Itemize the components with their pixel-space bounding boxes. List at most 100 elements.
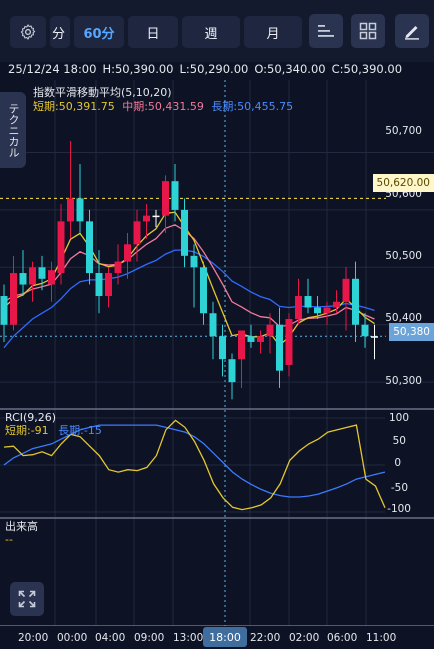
timeframe-partial[interactable]: 分 [50, 16, 70, 48]
chart-grid [0, 80, 434, 626]
timeframe-60min[interactable]: 60分 [74, 16, 124, 48]
ma-short-value: 短期:50,391.75 [33, 100, 115, 113]
candle-body [352, 278, 359, 325]
price-label: 50,500 [385, 250, 422, 262]
technical-tab[interactable]: テクニカル [0, 92, 26, 168]
ma-mid-value: 中期:50,431.59 [122, 100, 204, 113]
ma-values: 短期:50,391.75 中期:50,431.59 長期:50,455.75 [33, 100, 293, 113]
time-label: 22:00 [250, 632, 281, 644]
timeframe-week[interactable]: 週 [182, 16, 240, 48]
pencil-icon [405, 26, 419, 40]
time-label: 20:00 [18, 632, 49, 644]
candle-body [29, 267, 36, 285]
candle-body [247, 336, 255, 342]
candle-body [0, 296, 8, 325]
ema-short-line [3, 211, 375, 347]
ohlc-open: O:50,340.00 [254, 62, 326, 76]
chart-area[interactable] [0, 80, 434, 626]
gear-icon [20, 24, 36, 40]
candle-body [209, 313, 217, 337]
time-label: 06:00 [327, 632, 358, 644]
candle-body [181, 209, 188, 256]
indicator-list-button[interactable] [309, 14, 343, 48]
reference-lines [0, 80, 386, 626]
settings-button[interactable] [10, 16, 46, 48]
candle-body [38, 267, 46, 279]
candle-body [19, 273, 27, 285]
rci-long-value: 長期:-15 [58, 424, 102, 437]
technical-tab-label: テクニカル [7, 102, 20, 158]
time-label: 13:00 [173, 632, 204, 644]
expand-icon [18, 590, 36, 608]
candle-body [276, 324, 283, 371]
candle-body [105, 273, 112, 297]
candle-body [95, 273, 103, 297]
crosshair-time-badge: 18:00 [203, 627, 247, 647]
candle-body [57, 221, 65, 274]
candle-body [133, 221, 141, 245]
candle-body [114, 261, 122, 274]
candles [0, 140, 378, 400]
rci-axis-label: 50 [392, 435, 406, 447]
candle-body [10, 273, 17, 325]
candle-body [86, 221, 93, 274]
rci-axis-label: 0 [394, 457, 401, 469]
time-label: 00:00 [57, 632, 88, 644]
candle-body [238, 330, 245, 360]
candle-body [162, 181, 169, 216]
rci-values: 短期:-91 長期:-15 [5, 424, 102, 437]
rci-axis-label: -50 [390, 482, 408, 494]
price-marker-gold: 50,620.00 [372, 174, 434, 192]
candle-body [342, 278, 350, 302]
candle-body [171, 181, 179, 210]
timeframe-month[interactable]: 月 [244, 16, 302, 48]
ma-title: 指数平滑移動平均(5,10,20) [33, 86, 172, 99]
volume-value: -- [5, 533, 13, 546]
ohlc-low: L:50,290.00 [179, 62, 249, 76]
timeframe-group: 分 60分 日 週 月 [10, 16, 306, 48]
candle-body [266, 324, 274, 337]
candle-body [67, 198, 74, 222]
fullscreen-button[interactable] [10, 582, 44, 616]
candle-body [371, 336, 378, 338]
ohlc-readout: 25/12/24 18:00 H:50,390.00 L:50,290.00 O:50… [8, 62, 408, 76]
candle-body [190, 255, 198, 268]
timeframe-day[interactable]: 日 [128, 16, 178, 48]
candle-body [219, 336, 226, 360]
ohlc-close: C:50,390.00 [331, 62, 403, 76]
ohlc-high: H:50,390.00 [102, 62, 174, 76]
toolbar: 分 60分 日 週 月 [0, 0, 434, 62]
candle-body [143, 215, 150, 222]
price-marker-current: 50,380 [389, 323, 434, 341]
draw-button[interactable] [395, 14, 429, 48]
ema-mid-line [3, 224, 375, 328]
rci-long-line [3, 424, 386, 498]
candle-body [361, 324, 369, 337]
time-label: 09:00 [134, 632, 165, 644]
rci-lines [3, 419, 386, 511]
grid-icon [359, 22, 377, 40]
ema-lines [3, 211, 375, 349]
list-icon [318, 25, 334, 37]
candle-body [304, 296, 312, 308]
time-label: 11:00 [366, 632, 397, 644]
price-label: 50,300 [385, 375, 422, 387]
candle-body [323, 307, 331, 314]
candle-body [295, 296, 302, 319]
candle-body [124, 244, 131, 262]
candle-body [285, 318, 293, 365]
price-label: 50,700 [385, 125, 422, 137]
layout-button[interactable] [351, 14, 385, 48]
price-label: 50,400 [385, 312, 422, 324]
ma-long-value: 長期:50,455.75 [211, 100, 294, 113]
candle-body [200, 267, 207, 314]
candle-body [257, 336, 264, 342]
ohlc-datetime: 25/12/24 18:00 [8, 62, 97, 76]
candle-body [314, 307, 321, 314]
time-label: 02:00 [289, 632, 320, 644]
candle-body [48, 270, 55, 285]
candle-body [333, 301, 340, 308]
volume-title: 出来高 [5, 520, 38, 533]
time-label: 04:00 [95, 632, 126, 644]
rci-axis-label: 100 [388, 412, 409, 424]
